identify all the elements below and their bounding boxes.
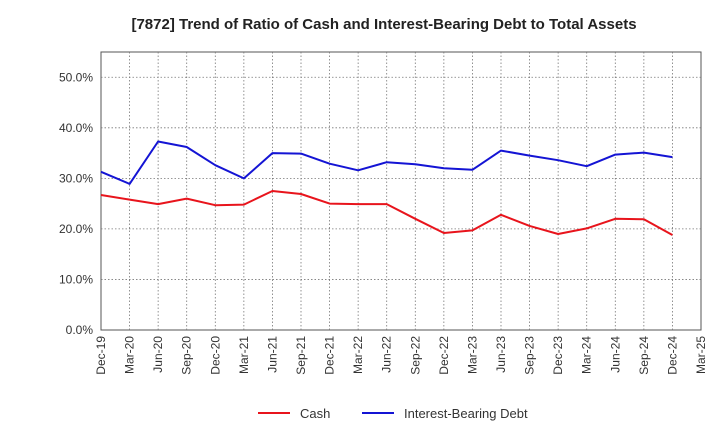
- axes: 0.0% 10.0% 20.0% 30.0% 40.0% 50.0% Dec-19 Mar-2…: [59, 70, 708, 374]
- x-tick-label: Mar-24: [580, 336, 594, 374]
- plot-area: [100, 51, 702, 331]
- x-tick-label: Dec-23: [551, 336, 565, 375]
- y-tick-label: 40.0%: [59, 121, 93, 135]
- legend-label-cash: Cash: [300, 406, 330, 421]
- x-tick-label: Dec-24: [665, 336, 679, 375]
- x-tick-label: Mar-22: [351, 336, 365, 374]
- y-tick-label: 50.0%: [59, 70, 93, 84]
- x-tick-label: Dec-19: [94, 336, 108, 375]
- x-tick-label: Jun-24: [608, 336, 622, 373]
- chart-title: [7872] Trend of Ratio of Cash and Intere…: [131, 16, 636, 33]
- series-lines: [100, 140, 673, 236]
- x-tick-label: Sep-20: [180, 336, 194, 375]
- series-line-cash: [100, 190, 673, 236]
- x-tick-label: Mar-20: [123, 336, 137, 374]
- x-tick-label: Sep-21: [294, 336, 308, 375]
- y-tick-label: 20.0%: [59, 222, 93, 236]
- x-tick-label: Sep-22: [408, 336, 422, 375]
- x-tick-label: Jun-20: [151, 336, 165, 373]
- x-tick-label: Mar-23: [465, 336, 479, 374]
- legend-label-interest-bearing-debt: Interest-Bearing Debt: [404, 406, 528, 421]
- x-tick-label: Jun-23: [494, 336, 508, 373]
- y-tick-label: 10.0%: [59, 272, 93, 286]
- x-tick-label: Sep-24: [637, 336, 651, 375]
- x-tick-label: Dec-21: [323, 336, 337, 375]
- x-tick-label: Jun-21: [265, 336, 279, 373]
- grid: [100, 51, 702, 331]
- x-tick-label: Dec-20: [208, 336, 222, 375]
- y-tick-label: 30.0%: [59, 171, 93, 185]
- x-tick-label: Sep-23: [523, 336, 537, 375]
- x-tick-label: Mar-21: [237, 336, 251, 374]
- x-tick-label: Mar-25: [694, 336, 708, 374]
- series-line-interest-bearing-debt: [100, 140, 673, 185]
- legend: Cash Interest-Bearing Debt: [258, 406, 528, 421]
- x-tick-label: Jun-22: [380, 336, 394, 373]
- y-tick-label: 0.0%: [66, 323, 94, 337]
- x-tick-label: Dec-22: [437, 336, 451, 375]
